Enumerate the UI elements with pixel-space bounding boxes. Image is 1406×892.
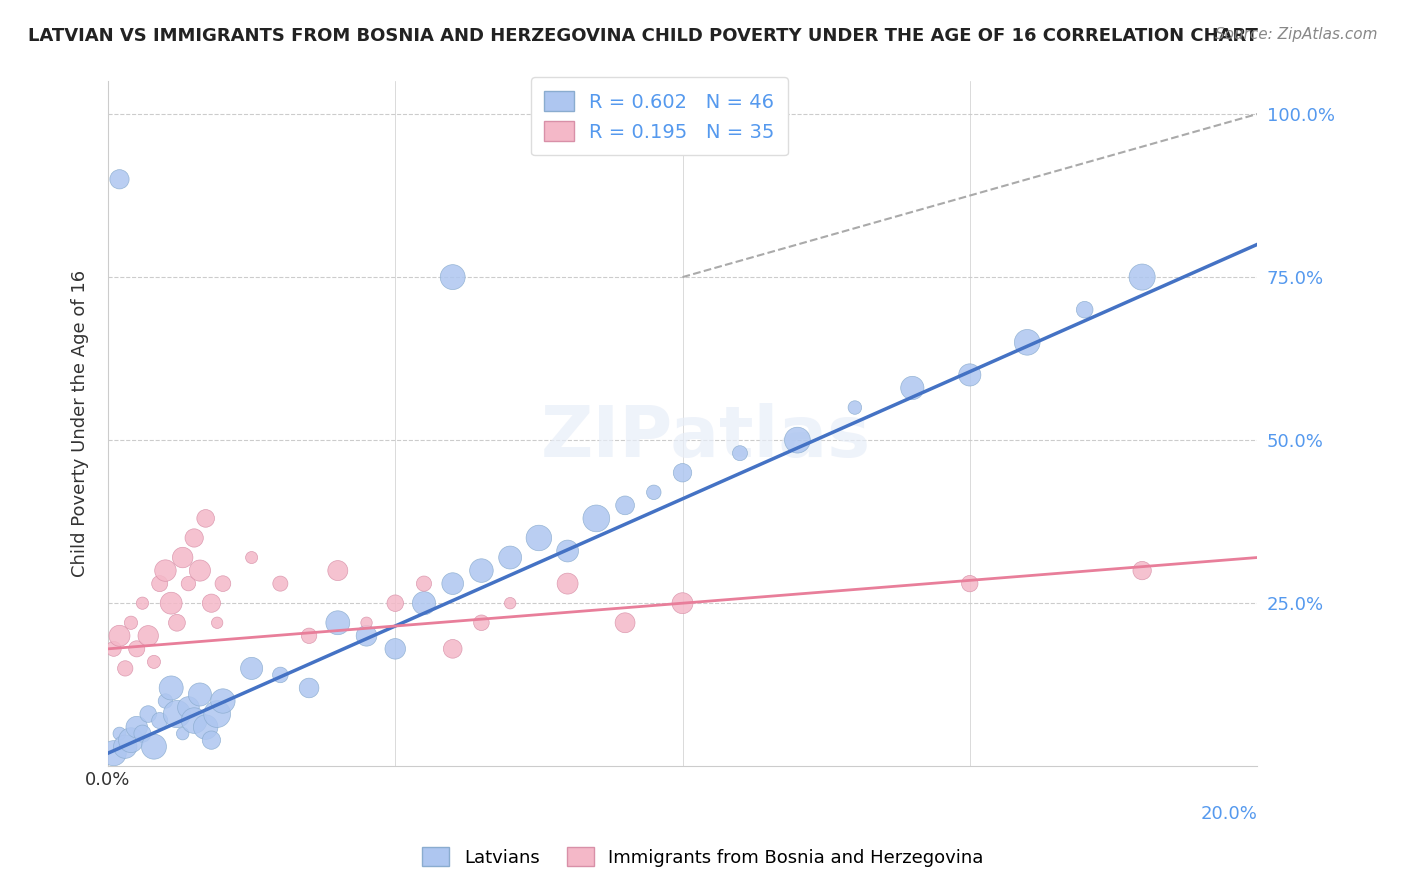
Immigrants from Bosnia and Herzegovina — [125, 641, 148, 656]
Latvians — [120, 733, 142, 747]
Latvians — [142, 739, 165, 754]
Immigrants from Bosnia and Herzegovina — [136, 629, 159, 643]
Immigrants from Bosnia and Herzegovina — [200, 596, 222, 610]
Immigrants from Bosnia and Herzegovina — [671, 596, 693, 610]
Latvians — [149, 714, 172, 728]
Latvians — [194, 720, 217, 734]
Immigrants from Bosnia and Herzegovina — [557, 576, 579, 591]
Latvians — [155, 694, 177, 708]
Latvians — [413, 596, 436, 610]
Latvians — [441, 270, 464, 285]
Latvians — [172, 726, 194, 740]
Immigrants from Bosnia and Herzegovina — [298, 629, 321, 643]
Latvians — [1073, 302, 1095, 317]
Immigrants from Bosnia and Herzegovina — [166, 615, 188, 630]
Immigrants from Bosnia and Herzegovina — [183, 531, 205, 545]
Immigrants from Bosnia and Herzegovina — [614, 615, 637, 630]
Latvians — [844, 401, 866, 415]
Latvians — [103, 746, 125, 760]
Latvians — [1130, 270, 1153, 285]
Immigrants from Bosnia and Herzegovina — [142, 655, 165, 669]
Latvians — [108, 172, 131, 186]
Immigrants from Bosnia and Herzegovina — [356, 615, 378, 630]
Immigrants from Bosnia and Herzegovina — [499, 596, 522, 610]
Latvians — [212, 694, 235, 708]
Immigrants from Bosnia and Herzegovina — [205, 615, 228, 630]
Latvians — [240, 661, 263, 675]
Latvians — [183, 714, 205, 728]
Immigrants from Bosnia and Herzegovina — [120, 615, 142, 630]
Latvians — [166, 707, 188, 722]
Latvians — [356, 629, 378, 643]
Text: Source: ZipAtlas.com: Source: ZipAtlas.com — [1215, 27, 1378, 42]
Immigrants from Bosnia and Herzegovina — [177, 576, 200, 591]
Immigrants from Bosnia and Herzegovina — [160, 596, 183, 610]
Latvians — [527, 531, 550, 545]
Immigrants from Bosnia and Herzegovina — [959, 576, 981, 591]
Immigrants from Bosnia and Herzegovina — [384, 596, 406, 610]
Latvians — [557, 544, 579, 558]
Immigrants from Bosnia and Herzegovina — [131, 596, 153, 610]
Latvians — [136, 707, 159, 722]
Immigrants from Bosnia and Herzegovina — [155, 564, 177, 578]
Latvians — [1017, 335, 1039, 350]
Immigrants from Bosnia and Herzegovina — [1130, 564, 1153, 578]
Immigrants from Bosnia and Herzegovina — [114, 661, 136, 675]
Latvians — [728, 446, 751, 460]
Legend: R = 0.602   N = 46, R = 0.195   N = 35: R = 0.602 N = 46, R = 0.195 N = 35 — [531, 78, 789, 155]
Immigrants from Bosnia and Herzegovina — [413, 576, 436, 591]
Immigrants from Bosnia and Herzegovina — [470, 615, 492, 630]
Text: 20.0%: 20.0% — [1201, 805, 1257, 823]
Latvians — [499, 550, 522, 565]
Latvians — [326, 615, 349, 630]
Text: LATVIAN VS IMMIGRANTS FROM BOSNIA AND HERZEGOVINA CHILD POVERTY UNDER THE AGE OF: LATVIAN VS IMMIGRANTS FROM BOSNIA AND HE… — [28, 27, 1258, 45]
Immigrants from Bosnia and Herzegovina — [326, 564, 349, 578]
Latvians — [125, 720, 148, 734]
Latvians — [269, 668, 291, 682]
Latvians — [441, 576, 464, 591]
Immigrants from Bosnia and Herzegovina — [212, 576, 235, 591]
Immigrants from Bosnia and Herzegovina — [240, 550, 263, 565]
Immigrants from Bosnia and Herzegovina — [269, 576, 291, 591]
Latvians — [200, 733, 222, 747]
Latvians — [108, 726, 131, 740]
Latvians — [959, 368, 981, 382]
Text: ZIPatlas: ZIPatlas — [540, 403, 870, 472]
Latvians — [114, 739, 136, 754]
Immigrants from Bosnia and Herzegovina — [172, 550, 194, 565]
Latvians — [470, 564, 492, 578]
Immigrants from Bosnia and Herzegovina — [194, 511, 217, 525]
Immigrants from Bosnia and Herzegovina — [441, 641, 464, 656]
Latvians — [205, 707, 228, 722]
Latvians — [671, 466, 693, 480]
Latvians — [585, 511, 607, 525]
Latvians — [786, 433, 808, 447]
Latvians — [177, 700, 200, 714]
Latvians — [298, 681, 321, 695]
Latvians — [131, 726, 153, 740]
Immigrants from Bosnia and Herzegovina — [149, 576, 172, 591]
Latvians — [384, 641, 406, 656]
Legend: Latvians, Immigrants from Bosnia and Herzegovina: Latvians, Immigrants from Bosnia and Her… — [415, 840, 991, 874]
Latvians — [188, 688, 211, 702]
Latvians — [160, 681, 183, 695]
Latvians — [901, 381, 924, 395]
Latvians — [643, 485, 665, 500]
Latvians — [614, 499, 637, 513]
Immigrants from Bosnia and Herzegovina — [188, 564, 211, 578]
Y-axis label: Child Poverty Under the Age of 16: Child Poverty Under the Age of 16 — [72, 270, 89, 577]
Immigrants from Bosnia and Herzegovina — [103, 641, 125, 656]
Immigrants from Bosnia and Herzegovina — [108, 629, 131, 643]
